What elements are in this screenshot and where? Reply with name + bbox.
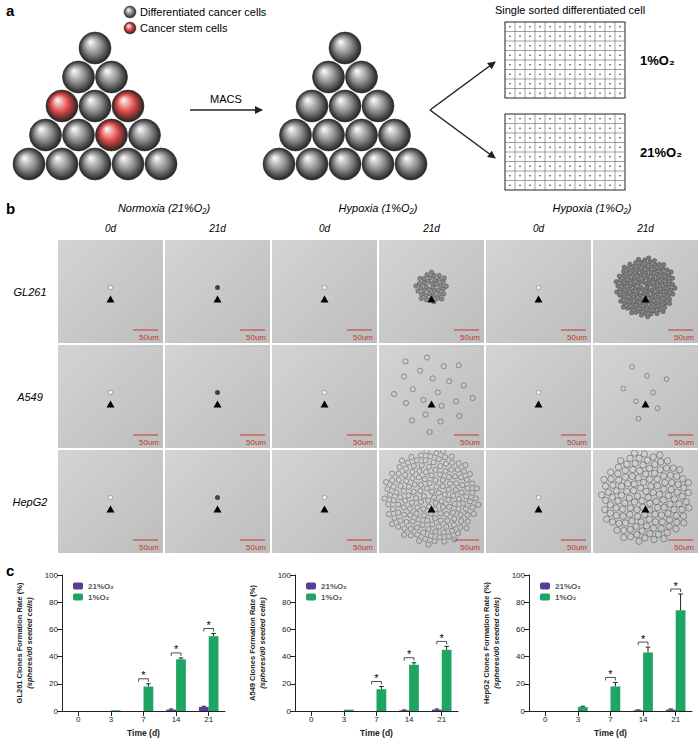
svg-text:3: 3 [576, 715, 581, 724]
svg-text:Single sorted differentiated c: Single sorted differentiated cell [495, 4, 645, 16]
svg-text:50um: 50um [246, 333, 266, 342]
svg-text:*: * [174, 643, 179, 655]
svg-text:Time (d): Time (d) [127, 728, 160, 738]
svg-text:*: * [207, 619, 212, 631]
svg-text:100: 100 [512, 571, 526, 580]
svg-text:Hypoxia (1%O₂): Hypoxia (1%O₂) [553, 202, 632, 214]
svg-text:21%O₂: 21%O₂ [321, 582, 347, 591]
svg-text:50um: 50um [567, 438, 587, 447]
svg-text:50um: 50um [460, 543, 480, 552]
svg-text:(spheres/d0 seeded cells): (spheres/d0 seeded cells) [258, 597, 267, 689]
svg-text:0d: 0d [319, 223, 331, 234]
svg-text:14: 14 [172, 715, 181, 724]
svg-text:50um: 50um [674, 438, 694, 447]
svg-text:GL261 Clones Formation Rate (%: GL261 Clones Formation Rate (%) [15, 582, 24, 703]
svg-text:0: 0 [76, 715, 81, 724]
svg-text:*: * [374, 672, 379, 684]
svg-text:(spheres/d0 seeded cells): (spheres/d0 seeded cells) [492, 597, 501, 689]
svg-text:21%O₂: 21%O₂ [88, 582, 114, 591]
svg-text:21: 21 [204, 715, 213, 724]
svg-text:50um: 50um [139, 333, 159, 342]
svg-text:1%O₂: 1%O₂ [321, 593, 343, 602]
svg-text:*: * [141, 669, 146, 681]
svg-text:100: 100 [45, 571, 59, 580]
svg-text:0d: 0d [533, 223, 545, 234]
svg-text:50um: 50um [674, 543, 694, 552]
svg-text:21%O₂: 21%O₂ [555, 582, 581, 591]
svg-text:A549 Clones Formation Rate (%): A549 Clones Formation Rate (%) [248, 585, 257, 701]
svg-text:A549: A549 [16, 391, 43, 403]
svg-text:3: 3 [109, 715, 114, 724]
svg-text:50um: 50um [353, 333, 373, 342]
svg-text:50um: 50um [460, 333, 480, 342]
svg-text:60: 60 [282, 625, 291, 634]
svg-text:7: 7 [374, 715, 379, 724]
svg-text:0d: 0d [105, 223, 117, 234]
svg-text:0: 0 [309, 715, 314, 724]
svg-text:Time (d): Time (d) [594, 728, 627, 738]
svg-text:50um: 50um [246, 438, 266, 447]
svg-text:50um: 50um [353, 543, 373, 552]
svg-text:20: 20 [282, 679, 291, 688]
svg-text:21%O₂: 21%O₂ [640, 145, 682, 160]
svg-text:50um: 50um [353, 438, 373, 447]
svg-text:1%O₂: 1%O₂ [88, 593, 110, 602]
svg-text:80: 80 [49, 598, 58, 607]
svg-text:100: 100 [278, 571, 292, 580]
html-text:c: c [6, 562, 15, 579]
svg-text:40: 40 [516, 652, 525, 661]
svg-text:50um: 50um [674, 333, 694, 342]
svg-text:7: 7 [608, 715, 613, 724]
svg-text:21: 21 [671, 715, 680, 724]
svg-text:Hypoxia (1%O₂): Hypoxia (1%O₂) [339, 202, 418, 214]
svg-text:0: 0 [287, 707, 292, 716]
svg-text:Differentiated cancer cells: Differentiated cancer cells [140, 6, 267, 18]
svg-text:21d: 21d [208, 223, 226, 234]
svg-text:50um: 50um [567, 333, 587, 342]
svg-text:HepG2: HepG2 [13, 496, 48, 508]
svg-text:Time (d): Time (d) [360, 728, 393, 738]
svg-text:1%O₂: 1%O₂ [640, 53, 675, 68]
svg-text:60: 60 [516, 625, 525, 634]
svg-text:14: 14 [405, 715, 414, 724]
svg-text:a: a [6, 2, 15, 19]
svg-text:*: * [641, 633, 646, 645]
svg-text:3: 3 [342, 715, 347, 724]
svg-text:0: 0 [54, 707, 59, 716]
svg-text:21d: 21d [422, 223, 440, 234]
svg-text:50um: 50um [567, 543, 587, 552]
svg-text:7: 7 [141, 715, 146, 724]
svg-text:60: 60 [49, 625, 58, 634]
svg-text:80: 80 [516, 598, 525, 607]
svg-text:(spheres/d0 seeded cells): (spheres/d0 seeded cells) [25, 597, 34, 689]
svg-text:HepG2 Clones Formation Rate (%: HepG2 Clones Formation Rate (%) [482, 581, 491, 704]
svg-text:0: 0 [521, 707, 526, 716]
svg-text:0: 0 [543, 715, 548, 724]
svg-text:*: * [440, 632, 445, 644]
svg-text:b: b [6, 200, 15, 217]
svg-text:1%O₂: 1%O₂ [555, 593, 577, 602]
svg-text:50um: 50um [139, 543, 159, 552]
svg-text:21: 21 [437, 715, 446, 724]
svg-text:21d: 21d [636, 223, 654, 234]
svg-text:50um: 50um [246, 543, 266, 552]
svg-text:50um: 50um [460, 438, 480, 447]
svg-text:Cancer stem cells: Cancer stem cells [140, 22, 228, 34]
svg-text:20: 20 [49, 679, 58, 688]
svg-text:14: 14 [639, 715, 648, 724]
svg-text:GL261: GL261 [13, 286, 46, 298]
svg-text:40: 40 [282, 652, 291, 661]
svg-text:Normoxia (21%O₂): Normoxia (21%O₂) [118, 202, 211, 214]
svg-text:40: 40 [49, 652, 58, 661]
svg-text:*: * [407, 648, 412, 660]
svg-text:MACS: MACS [210, 93, 242, 105]
svg-text:*: * [608, 668, 613, 680]
svg-text:50um: 50um [139, 438, 159, 447]
svg-text:80: 80 [282, 598, 291, 607]
svg-text:20: 20 [516, 679, 525, 688]
svg-text:*: * [674, 580, 679, 592]
